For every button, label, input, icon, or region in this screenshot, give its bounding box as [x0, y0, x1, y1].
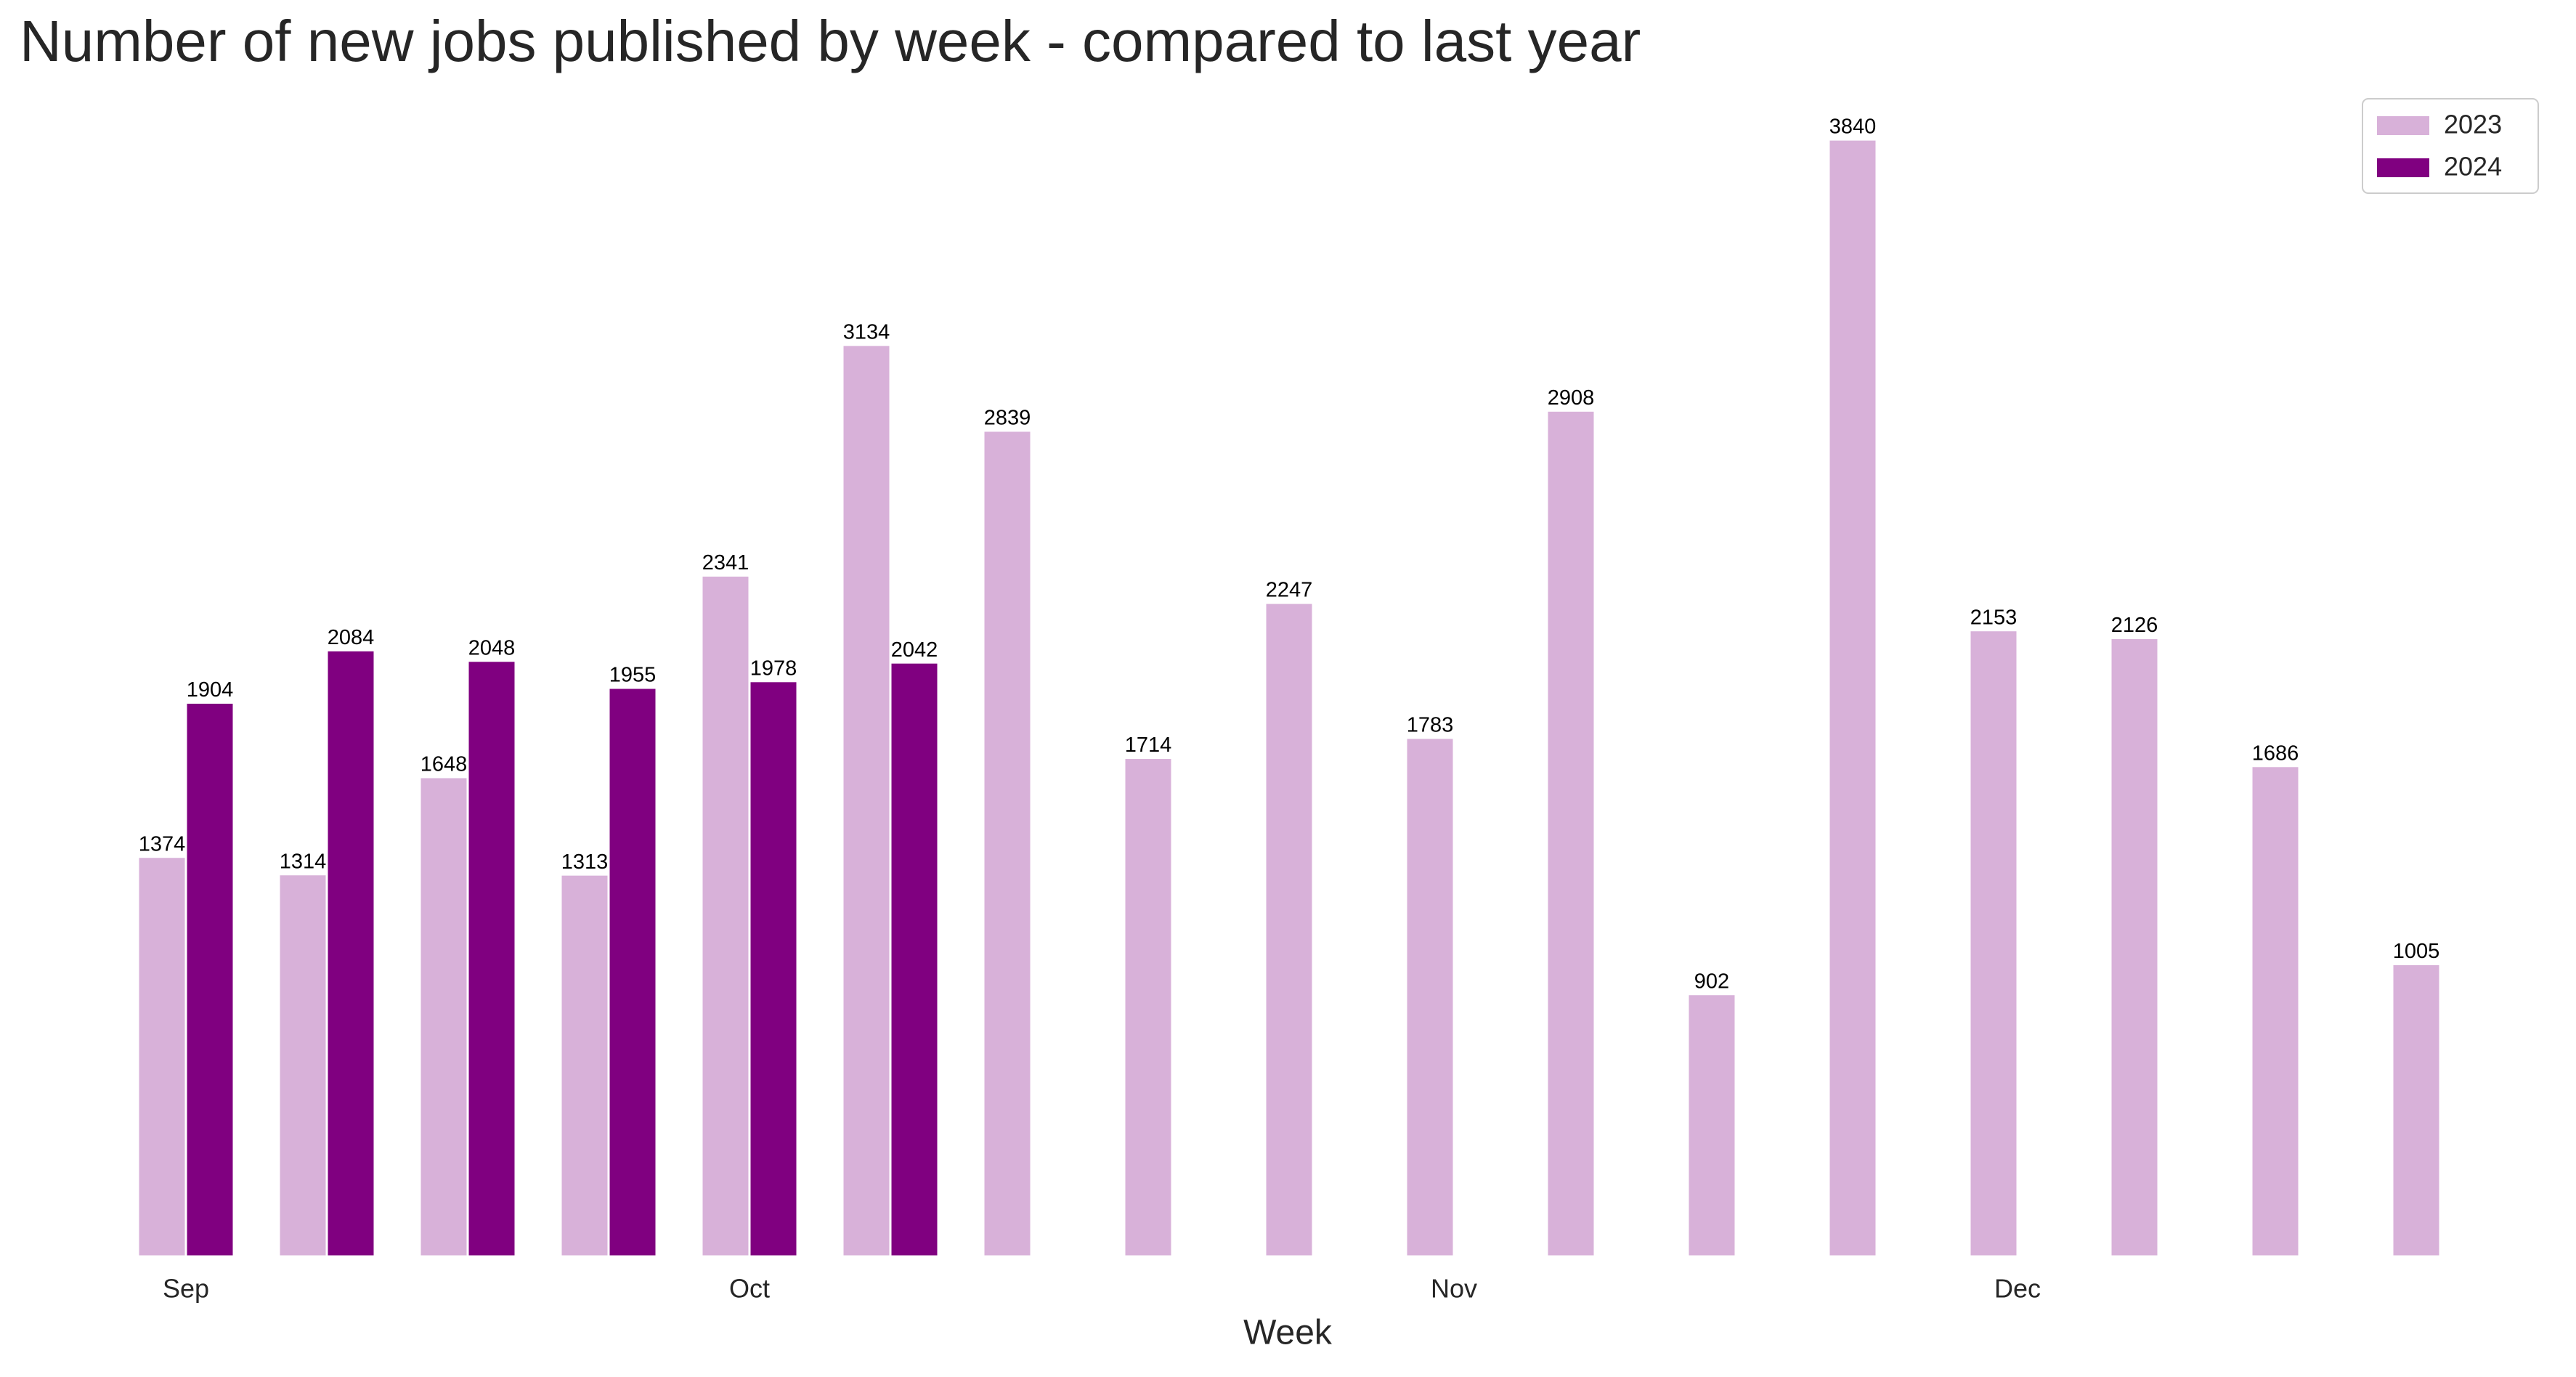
bar [325, 649, 376, 1258]
data-label: 3840 [1829, 115, 1877, 139]
bar [700, 574, 751, 1258]
x-tick-label: Nov [1431, 1274, 1477, 1304]
data-label: 1904 [187, 678, 234, 702]
data-label: 2153 [1970, 606, 2018, 629]
bar [1686, 993, 1737, 1258]
legend-swatch [2377, 116, 2429, 135]
data-label: 2341 [702, 551, 749, 574]
data-label: 1686 [2252, 742, 2299, 765]
x-axis-label: Week [1243, 1314, 1333, 1352]
bar [184, 701, 235, 1258]
data-label: 1648 [420, 753, 468, 776]
data-label: 2839 [984, 407, 1031, 430]
bar [559, 873, 610, 1258]
bar [2391, 962, 2442, 1258]
bar [748, 680, 799, 1258]
bar [137, 856, 187, 1258]
bar [1123, 757, 1174, 1258]
bar [841, 344, 892, 1258]
data-label: 1978 [750, 657, 797, 680]
bar [982, 429, 1033, 1258]
data-label: 2908 [1548, 386, 1595, 410]
data-label: 1955 [609, 664, 657, 687]
bar [1545, 409, 1596, 1258]
bar [2250, 765, 2301, 1258]
data-label: 1005 [2393, 940, 2440, 963]
data-label: 1314 [280, 850, 327, 873]
data-label: 2126 [2111, 614, 2158, 637]
data-label: 2048 [468, 636, 516, 659]
legend-label: 2024 [2444, 152, 2502, 182]
data-label: 2247 [1266, 579, 1313, 602]
bar [418, 776, 469, 1258]
bar [2109, 637, 2160, 1258]
data-label: 2042 [891, 638, 938, 662]
data-label: 3134 [843, 320, 890, 344]
bar [466, 659, 517, 1258]
data-label: 1313 [561, 850, 609, 874]
data-label: 1374 [139, 832, 186, 856]
x-tick-label: Oct [729, 1274, 770, 1304]
bar [1264, 601, 1315, 1258]
data-label: 902 [1694, 970, 1729, 993]
bar [1968, 629, 2019, 1258]
bar [1405, 736, 1455, 1258]
data-label: 2084 [328, 626, 375, 649]
bar [1827, 138, 1878, 1258]
x-tick-label: Sep [163, 1274, 209, 1304]
data-label: 1783 [1407, 714, 1454, 737]
bar [889, 661, 940, 1258]
bar [607, 686, 658, 1258]
legend-label: 2023 [2444, 110, 2502, 139]
x-tick-label: Dec [1994, 1274, 2041, 1304]
data-label: 1714 [1125, 734, 1172, 757]
legend-swatch [2377, 158, 2429, 177]
chart-title: Number of new jobs published by week - c… [20, 9, 1641, 73]
bar [277, 873, 328, 1258]
